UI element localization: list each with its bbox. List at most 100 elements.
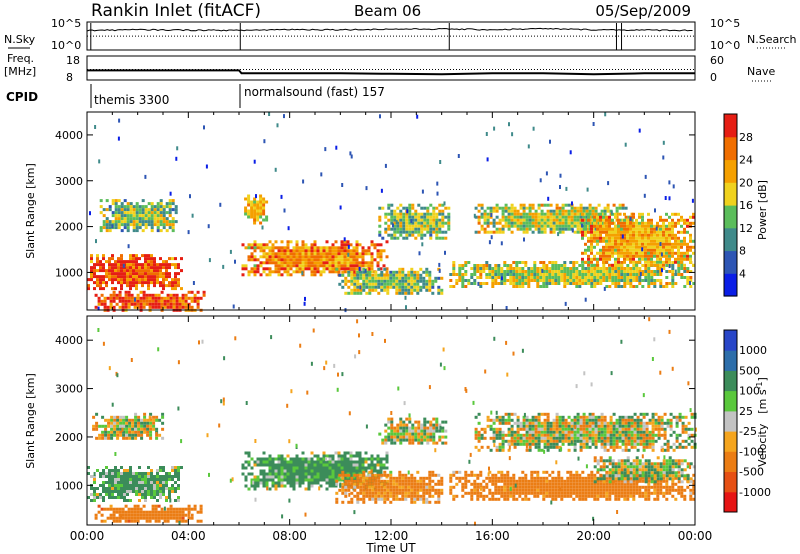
range-gate-cell [134, 418, 138, 422]
range-gate-cell [171, 217, 175, 221]
range-gate-cell [153, 263, 156, 267]
range-gate-cell [156, 481, 159, 484]
range-gate-cell [479, 285, 483, 288]
range-gate-cell [512, 270, 516, 273]
range-gate-cell [410, 500, 414, 504]
range-gate-cell [130, 302, 134, 306]
range-tick-label: 2000 [55, 221, 83, 234]
range-gate-cell [362, 491, 366, 495]
range-gate-cell [178, 507, 182, 511]
range-gate-cell [328, 249, 332, 253]
range-gate-cell [141, 220, 145, 224]
range-gate-cell [498, 227, 502, 231]
range-gate-cell [126, 472, 129, 475]
range-gate-cell [180, 466, 183, 469]
range-gate-cell [374, 500, 378, 504]
range-gate-cell [347, 279, 351, 283]
range-gate-cell [561, 215, 565, 219]
range-gate-cell [295, 264, 299, 268]
range-gate-cell [103, 302, 107, 306]
range-gate-cell [504, 203, 508, 207]
range-gate-cell [686, 245, 689, 249]
range-gate-cell [141, 490, 144, 493]
range-gate-cell [569, 270, 573, 273]
range-gate-cell [334, 249, 338, 253]
range-gate-cell [429, 236, 433, 240]
range-gate-cell [280, 267, 284, 271]
range-gate-cell [653, 279, 657, 282]
range-gate-cell [87, 278, 90, 282]
range-gate-cell [129, 263, 132, 267]
range-gate-cell [367, 261, 371, 265]
range-gate-cell [135, 275, 138, 279]
range-gate-cell [515, 497, 519, 501]
range-gate-cell [159, 475, 162, 478]
range-gate-cell [413, 485, 417, 489]
range-gate-cell [608, 224, 611, 228]
range-gate-cell [480, 215, 484, 219]
range-gate-cell [677, 218, 680, 222]
range-gate-cell [486, 218, 490, 222]
range-gate-cell [563, 270, 567, 273]
range-gate-cell [313, 478, 317, 482]
range-gate-cell [668, 215, 671, 219]
range-gate-cell [368, 273, 372, 277]
range-gate-cell [144, 496, 147, 499]
range-gate-cell [489, 221, 493, 225]
range-gate-cell [352, 454, 356, 458]
range-gate-cell [371, 494, 375, 498]
range-gate-cell [331, 469, 335, 473]
range-gate-cell [370, 270, 374, 274]
range-gate-cell [390, 423, 394, 427]
range-gate-cell [289, 267, 293, 271]
range-gate-cell [262, 206, 266, 210]
range-gate-cell [256, 203, 260, 207]
range-gate-cell [584, 251, 587, 255]
range-gate-cell [641, 254, 644, 258]
range-gate-cell [420, 212, 424, 216]
range-gate-cell [149, 430, 153, 434]
range-gate-cell [555, 203, 559, 207]
range-gate-cell [322, 264, 326, 268]
range-gate-cell [405, 221, 409, 225]
range-gate-cell [579, 203, 583, 207]
range-gate-cell [349, 252, 353, 256]
range-gate-cell [593, 267, 597, 270]
range-gate-cell [644, 264, 648, 267]
range-gate-cell [659, 239, 662, 243]
range-gate-cell [174, 272, 177, 276]
range-gate-cell [500, 276, 503, 281]
range-gate-cell [546, 215, 550, 219]
range-gate-cell [175, 519, 179, 523]
range-gate-cell [253, 273, 257, 277]
range-gate-cell [410, 273, 414, 277]
range-gate-cell [516, 218, 520, 222]
range-gate-cell [289, 478, 293, 482]
range-gate-cell [650, 239, 653, 243]
range-gate-cell [160, 305, 164, 309]
range-gate-cell [425, 279, 429, 283]
range-gate-cell [423, 221, 427, 225]
range-gate-cell [488, 488, 492, 492]
range-gate-cell [102, 263, 105, 267]
range-gate-cell [623, 267, 627, 270]
range-gate-cell [352, 258, 356, 262]
range-gate-cell [337, 258, 341, 262]
range-gate-cell [534, 224, 538, 228]
range-gate-cell [671, 276, 675, 279]
range-gate-cell [425, 491, 429, 495]
range-gate-cell [662, 155, 665, 160]
range-gate-cell [411, 435, 415, 439]
range-gate-cell [304, 475, 308, 479]
range-gate-cell [485, 494, 489, 498]
range-gate-cell [441, 429, 445, 433]
range-gate-cell [298, 463, 302, 467]
range-gate-cell [392, 223, 394, 228]
range-gate-cell [247, 270, 251, 274]
range-gate-cell [380, 485, 384, 489]
range-gate-cell [304, 246, 308, 250]
range-gate-cell [376, 463, 380, 467]
range-gate-cell [470, 494, 474, 498]
range-gate-cell [587, 488, 591, 492]
range-gate-cell [383, 494, 387, 498]
